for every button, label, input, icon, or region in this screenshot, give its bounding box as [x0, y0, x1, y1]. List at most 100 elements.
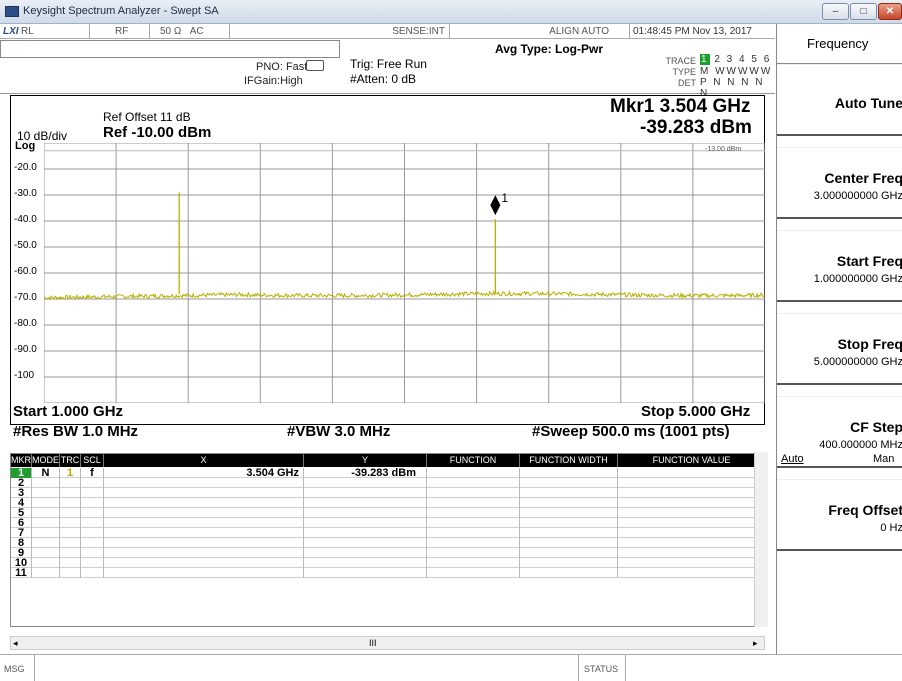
marker-cell-y: [304, 548, 427, 558]
marker-table-row[interactable]: 10: [11, 558, 764, 569]
marker-table-row[interactable]: 11: [11, 568, 764, 579]
det-values: P N N N N N: [700, 77, 765, 99]
marker-cell-trc: [60, 548, 81, 558]
marker-cell-mkr: 8: [11, 538, 32, 549]
marker-cell-x: [104, 538, 304, 548]
marker-cell-mkr: 9: [11, 548, 32, 559]
marker-cell-empty: [520, 478, 618, 488]
marker-cell-empty: [427, 488, 520, 498]
softkey-value: 3.000000000 GHz: [813, 190, 902, 202]
marker-cell-mkr: 7: [11, 528, 32, 539]
marker-cell-x: [104, 508, 304, 518]
horizontal-scrollbar[interactable]: ◂ III ▸: [10, 636, 765, 650]
stop-frequency: Stop 5.000 GHz: [641, 403, 751, 420]
marker-table-row[interactable]: 7: [11, 528, 764, 539]
marker-cell-empty: [427, 558, 520, 568]
marker-cell-scl: [81, 508, 104, 518]
scale-type: Log: [15, 140, 36, 152]
marker-cell-scl: [81, 538, 104, 548]
marker-table-col-header: SCL: [81, 454, 104, 467]
trace-1: [44, 289, 765, 301]
maximize-button[interactable]: □: [850, 3, 877, 20]
marker-cell-trc: [60, 478, 81, 488]
y-axis-label: -40.0: [14, 214, 37, 225]
marker-cell-empty: [520, 528, 618, 538]
marker-table-row[interactable]: 3: [11, 488, 764, 499]
softkey-cf-step[interactable]: CF Step 400.000000 MHz Auto Man: [777, 396, 902, 468]
rf-indicator: RF: [90, 24, 150, 39]
cf-step-man-option[interactable]: Man: [873, 453, 895, 465]
softkey-auto-tune[interactable]: Auto Tune: [777, 64, 902, 136]
marker-table-row[interactable]: 8: [11, 538, 764, 549]
marker-cell-mode: [32, 488, 60, 498]
date-time: 01:48:45 PM Nov 13, 2017: [633, 26, 752, 37]
softkey-start-freq[interactable]: Start Freq 1.000000000 GHz: [777, 230, 902, 302]
scroll-right-icon[interactable]: ▸: [753, 638, 758, 648]
marker-cell-empty: [427, 468, 520, 478]
softkey-value: 400.000000 MHz: [819, 439, 902, 451]
softkey-label: Auto Tune: [834, 95, 902, 111]
softkey-panel: Frequency Auto Tune Center Freq 3.00000000…: [776, 24, 902, 654]
marker-table-col-header: TRC: [60, 454, 81, 467]
marker-cell-trc: [60, 518, 81, 528]
type-values: M WWWWW: [700, 66, 773, 77]
coupling-value: AC: [189, 26, 204, 37]
marker-table: MKR MODE TRC SCL X Y FUNCTION FUNCTION WIDTH FUN…: [10, 453, 765, 627]
signal-peaks: [178, 192, 496, 294]
marker-1-diamond[interactable]: [490, 195, 501, 216]
instrument-status-header: LXI RL RF 50 Ω AC SENSE:INT ALIGN AUTO 0…: [0, 24, 775, 99]
marker-cell-empty: [427, 478, 520, 488]
y-axis-label: -60.0: [14, 266, 37, 277]
marker-cell-mode: [32, 568, 60, 578]
cf-step-auto-option[interactable]: Auto: [781, 453, 804, 465]
spectrum-plot[interactable]: 1: [44, 143, 765, 403]
other-traces: 2 3 4 5 6: [714, 54, 772, 65]
marker-table-row[interactable]: 6: [11, 518, 764, 529]
marker-cell-scl: [81, 528, 104, 538]
marker-table-row[interactable]: 2: [11, 478, 764, 489]
marker-readout-frequency: Mkr1 3.504 GHz: [610, 96, 751, 117]
scroll-left-icon[interactable]: ◂: [13, 638, 18, 648]
marker-cell-empty: [618, 518, 764, 528]
marker-cell-x: [104, 528, 304, 538]
marker-cell-y: -39.283 dBm: [304, 468, 427, 479]
marker-cell-empty: [618, 528, 764, 538]
softkey-freq-offset[interactable]: Freq Offset 0 Hz: [777, 479, 902, 551]
marker-cell-empty: [427, 518, 520, 528]
marker-cell-empty: [520, 488, 618, 498]
marker-table-col-header: MKR: [11, 454, 32, 467]
marker-cell-mode: [32, 478, 60, 488]
marker-cell-x: 3.504 GHz: [104, 468, 304, 479]
marker-cell-empty: [520, 498, 618, 508]
close-button[interactable]: ✕: [878, 3, 902, 20]
attenuation-setting: #Atten: 0 dB: [350, 72, 417, 86]
softkey-stop-freq[interactable]: Stop Freq 5.000000000 GHz: [777, 313, 902, 385]
graticule: [44, 143, 765, 403]
marker-cell-mode: [32, 548, 60, 558]
marker-cell-empty: [427, 498, 520, 508]
vertical-scrollbar[interactable]: [754, 452, 768, 627]
marker-cell-y: [304, 508, 427, 518]
marker-table-row[interactable]: 4: [11, 498, 764, 509]
marker-table-row[interactable]: 9: [11, 548, 764, 559]
marker-table-row[interactable]: 1 N 1 f 3.504 GHz -39.283 dBm: [11, 468, 764, 479]
minimize-button[interactable]: –: [822, 3, 849, 20]
y-axis-label: -20.0: [14, 162, 37, 173]
pno-setting: PNO: Fast: [256, 61, 308, 73]
marker-cell-empty: [618, 488, 764, 498]
active-trace-badge: 1: [700, 54, 710, 65]
softkey-center-freq[interactable]: Center Freq 3.000000000 GHz: [777, 147, 902, 219]
message-field: [0, 40, 340, 58]
y-axis-label: -50.0: [14, 240, 37, 251]
align-indicator: ALIGN AUTO: [450, 24, 630, 39]
marker-cell-scl: [81, 478, 104, 488]
marker-cell-mkr: 5: [11, 508, 32, 519]
marker-table-row[interactable]: 5: [11, 508, 764, 519]
scroll-thumb[interactable]: III: [369, 638, 377, 648]
marker-cell-x: [104, 568, 304, 578]
trigger-icon: [306, 60, 324, 71]
marker-cell-mkr: 10: [11, 558, 32, 569]
y-axis-label: -30.0: [14, 188, 37, 199]
marker-cell-trc: [60, 508, 81, 518]
marker-cell-mode: [32, 538, 60, 548]
